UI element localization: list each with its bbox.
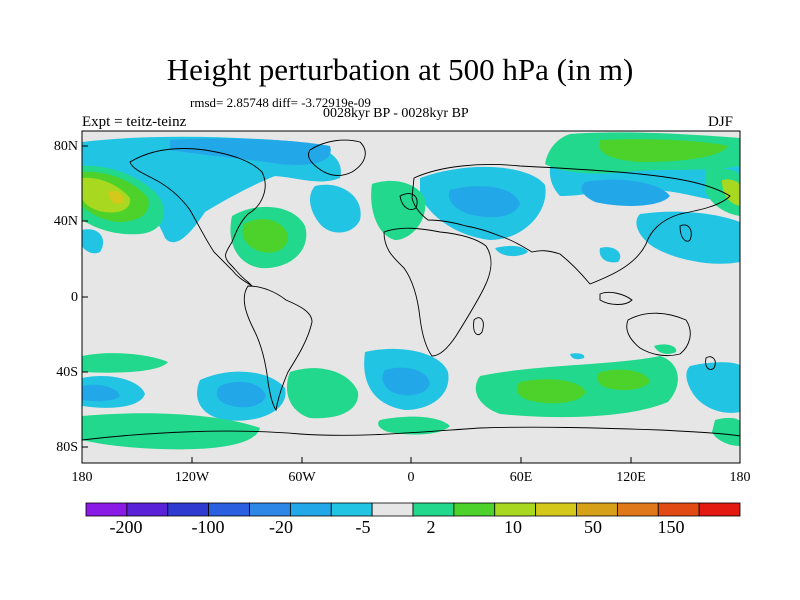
coastlines [82,139,740,441]
yellow-core-north-pacific [108,190,124,204]
colorbar-swatch-14 [657,502,700,517]
blue-core-south-atlantic [382,367,430,396]
light-green-north-america [242,219,288,253]
blue-core-arctic [170,138,331,166]
green-band-southern-pacific [82,413,260,450]
colorbar-swatch-4 [249,502,291,517]
light-green-southern-indian [516,379,586,404]
tick-marks [81,145,741,463]
x-label-180e: 180 [729,470,751,485]
colorbar-swatch-12 [576,502,618,517]
stats-line: rmsd= 2.85748 diff= -3.72919e-09 [190,95,371,110]
colorbar-swatch-1 [126,502,169,517]
colorbar-swatch-0 [85,502,128,517]
colorbar-label-neg100: -100 [191,517,225,537]
colorbar-label-2: 2 [426,517,436,537]
indonesia-coast [599,291,633,305]
plot-subtitle: 0028kyr BP - 0028kyr BP [323,106,469,121]
blue-core-siberia [581,179,670,206]
eurasia-coast [411,164,731,285]
colorbar-swatch-6 [330,502,373,517]
green-fleck-south-atlantic [378,416,450,435]
x-label-60w: 60W [288,470,316,485]
australia-coast [626,312,691,357]
y-label-0: 0 [71,290,78,305]
blue-anomaly-atlantic [309,184,361,233]
colorbar-swatch-7 [371,502,414,517]
antarctica-coast [82,426,740,441]
yellow-green-east-siberia [722,179,740,206]
colorbar-label-neg5: -5 [355,517,371,537]
green-fleck-australia [654,344,677,354]
greenland-coast [307,139,366,176]
blue-core-europe [448,186,520,218]
experiment-label: Expt = teitz-teinz [82,114,187,130]
light-green-arctic-asia [598,139,728,162]
blue-anomaly-east-pacific [82,229,104,254]
x-label-180w: 180 [71,470,93,485]
colorbar-swatch-11 [535,502,577,517]
field-layer [82,131,740,463]
green-anomaly-antarctic-east [712,417,740,446]
plot-title: Height perturbation at 500 hPa (in m) [166,52,634,87]
y-label-40s: 40S [56,365,78,380]
japan-coast [679,224,692,242]
colorbar-swatch-13 [616,502,659,517]
madagascar-coast [473,317,484,336]
colorbar-label-150: 150 [657,517,685,537]
colorbar-swatch-9 [453,502,496,517]
blue-core-southwest-pacific [82,384,120,402]
green-band-south-pacific-west [82,353,168,373]
colorbar-label-neg20: -20 [269,517,293,537]
colorbar-swatch-8 [412,502,455,517]
colorbar-swatch-3 [208,502,250,517]
colorbar-label-neg200: -200 [109,517,143,537]
africa-coast [383,227,492,357]
blue-anomaly-south-asia [599,247,621,263]
blue-anomaly-southwest-pacific-east [686,362,740,413]
season-label: DJF [708,114,734,130]
y-label-40n: 40N [53,214,78,229]
green-anomaly-south-atlantic-west [286,368,359,419]
colorbar-swatch-2 [167,502,210,517]
colorbar-swatch-10 [494,502,537,517]
colorbar-label-10: 10 [504,517,522,537]
colorbar-swatch-5 [289,502,332,517]
colorbar-swatch-15 [698,502,741,517]
x-label-120e: 120E [616,470,646,485]
blue-anomaly-west-pacific [636,211,740,264]
x-label-60e: 60E [509,470,533,485]
light-green-southern-indian-east [597,369,650,391]
blue-anomaly-arabia [495,245,528,257]
new-zealand-coast [705,356,716,370]
x-label-120w: 120W [174,470,210,485]
colorbar-label-50: 50 [584,517,602,537]
y-label-80n: 80N [53,139,78,154]
blue-core-south-pacific [216,381,266,408]
north-america-coast [129,148,266,287]
x-label-0: 0 [407,470,415,485]
green-anomaly-north-atlantic [371,180,426,240]
colorbar [85,502,741,517]
blue-fleck-indian-ocean [570,353,585,360]
south-america-coast [243,285,313,412]
y-label-80s: 80S [56,440,78,455]
